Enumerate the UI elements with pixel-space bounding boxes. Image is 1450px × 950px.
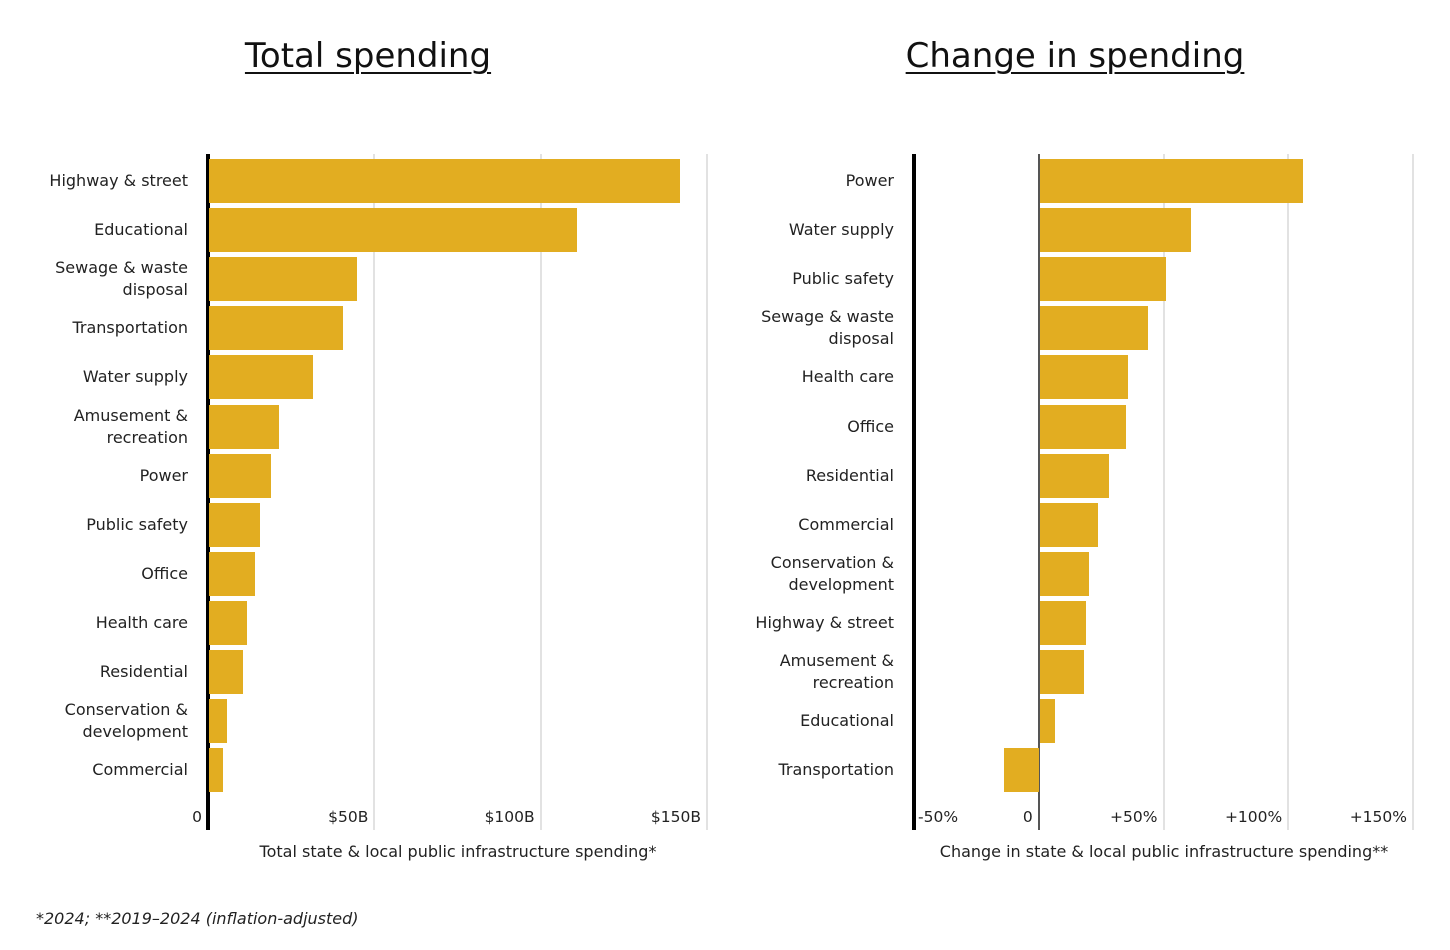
tick-label: $100B	[484, 808, 535, 826]
category-label: Public safety	[86, 514, 188, 534]
bar	[209, 551, 255, 596]
bar	[1003, 748, 1039, 793]
gridline	[1162, 154, 1165, 830]
category-label: Sewage & waste disposal	[55, 258, 188, 300]
bar	[209, 257, 357, 302]
bar	[1039, 159, 1304, 203]
category-label: Health care	[95, 612, 188, 632]
chart-title-change: Change in spending	[905, 36, 1245, 76]
footnote: *2024; **2019–2024 (inflation-adjusted)	[36, 909, 359, 928]
gridline	[539, 154, 542, 830]
tick-label: +50%	[1110, 808, 1158, 826]
category-label: Sewage & waste disposal	[761, 307, 894, 349]
category-label: Water supply	[82, 367, 188, 387]
bar	[1039, 600, 1086, 645]
bar	[1039, 650, 1084, 694]
bar	[209, 600, 247, 645]
category-label: Transportation	[72, 318, 188, 338]
category-label: Amusement & recreation	[779, 651, 894, 692]
tick-label: +150%	[1349, 808, 1407, 826]
bar	[1039, 453, 1109, 498]
tick-label: -50%	[918, 808, 959, 826]
category-label: Conservation & development	[64, 700, 188, 742]
tick-label: +100%	[1224, 808, 1283, 826]
bar	[1039, 257, 1167, 302]
category-label: Power	[845, 171, 894, 190]
bar	[1039, 306, 1148, 351]
category-label: Educational	[94, 220, 188, 240]
category-label: Amusement & recreation	[73, 405, 188, 447]
tick-label: 0	[1022, 808, 1033, 826]
y-axis-line	[912, 154, 916, 830]
bar	[1039, 355, 1128, 400]
tick-label: $50B	[328, 808, 369, 826]
tick-label: $150B	[650, 808, 701, 826]
bar	[209, 453, 271, 498]
bar	[1039, 208, 1192, 253]
bar	[1039, 551, 1089, 596]
y-axis-line	[206, 154, 210, 830]
category-label: Office	[847, 416, 894, 436]
bar	[209, 699, 227, 744]
category-label: Power	[139, 465, 188, 485]
chart-title-total: Total spending	[244, 36, 492, 76]
gridline	[1412, 154, 1414, 830]
category-label: Residential	[99, 662, 188, 681]
category-label: Transportation	[778, 760, 894, 780]
bar	[1039, 502, 1098, 547]
bar	[209, 502, 260, 547]
bar	[209, 208, 577, 253]
x-axis-label-total: Total state & local public infrastructur…	[259, 842, 657, 861]
x-axis-label-change: Change in state & local public infrastru…	[939, 842, 1389, 861]
bar	[209, 159, 680, 203]
bar	[1039, 699, 1055, 744]
category-label: Health care	[801, 367, 894, 387]
category-label: Conservation & development	[770, 552, 894, 594]
category-label: Residential	[805, 465, 894, 485]
bar	[209, 306, 343, 351]
category-label: Commercial	[798, 514, 894, 534]
bar	[209, 748, 223, 793]
category-label: Public safety	[792, 269, 894, 289]
category-label: Educational	[800, 711, 894, 731]
zero-line	[1037, 154, 1040, 830]
bar	[1039, 404, 1126, 449]
gridline	[1287, 154, 1290, 830]
bar	[209, 404, 279, 449]
category-label: Highway & street	[49, 171, 188, 190]
bar	[209, 355, 313, 400]
gridline	[706, 154, 708, 830]
category-label: Office	[141, 563, 188, 583]
category-label: Water supply	[788, 220, 894, 240]
gridline	[373, 154, 376, 830]
category-label: Highway & street	[755, 612, 894, 632]
tick-label: 0	[192, 808, 202, 826]
bar	[209, 650, 243, 694]
category-label: Commercial	[92, 760, 188, 780]
